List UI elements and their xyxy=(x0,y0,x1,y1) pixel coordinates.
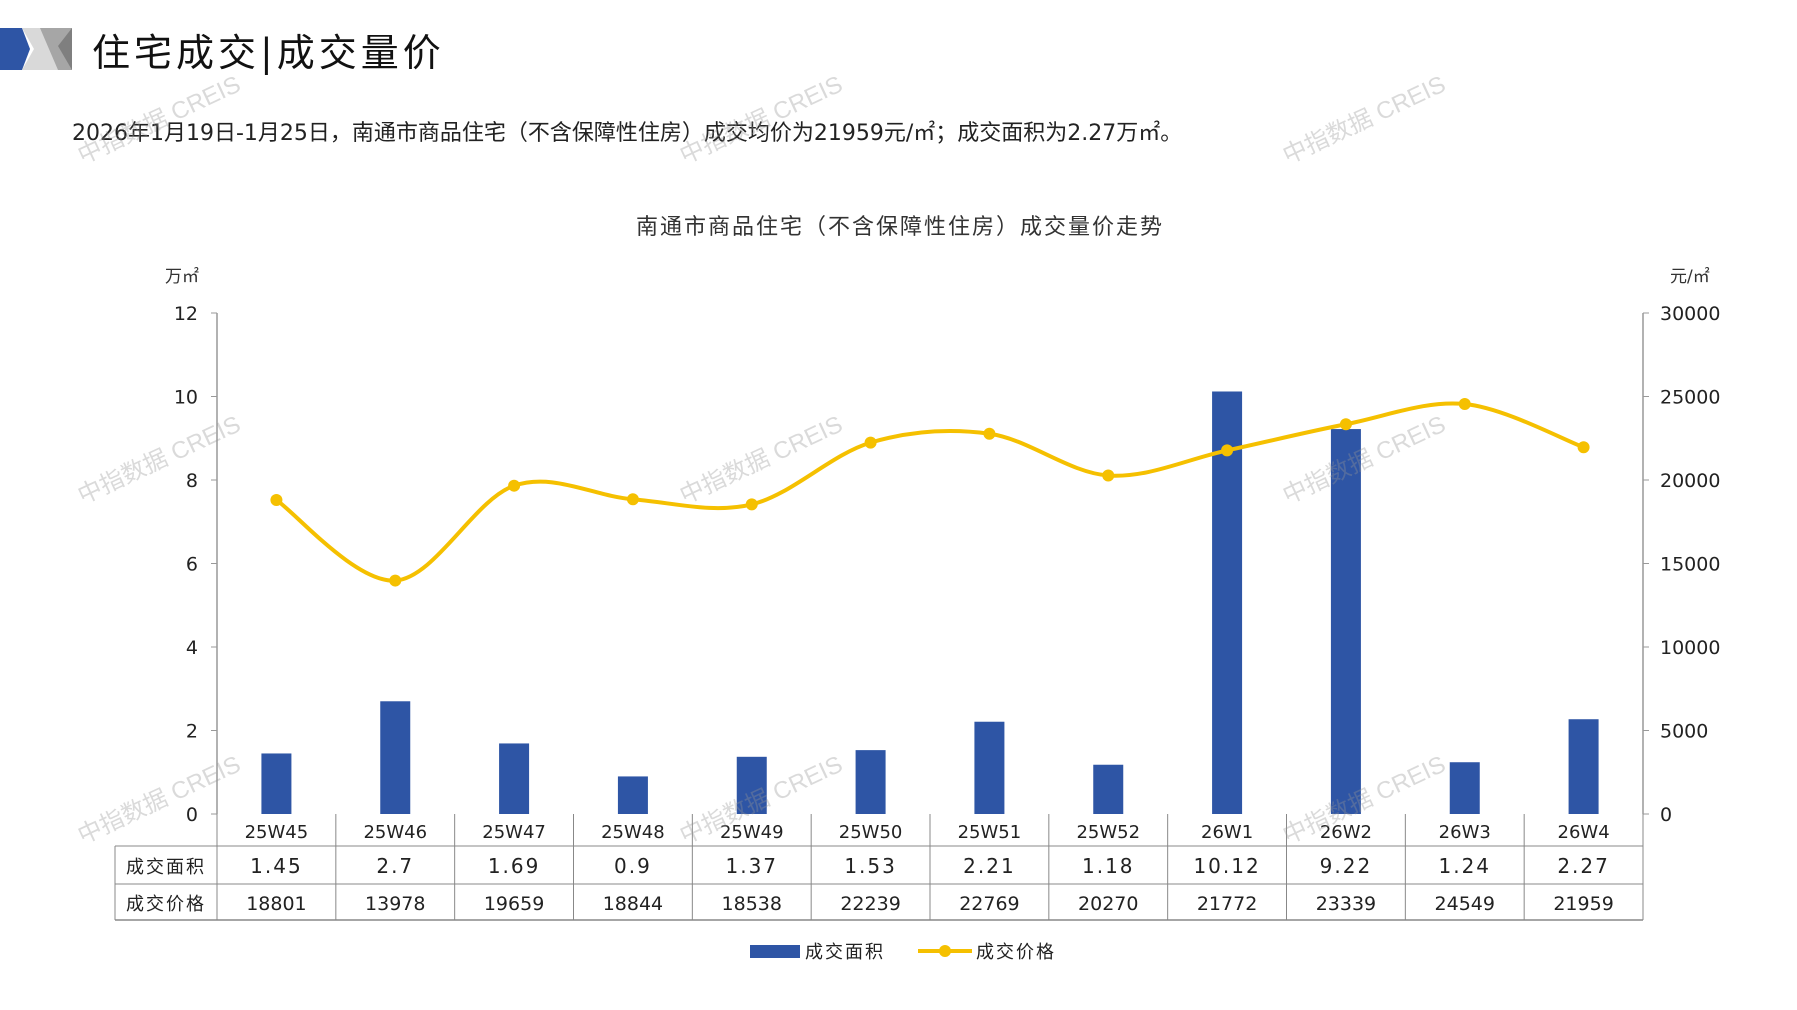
category-label: 26W2 xyxy=(1320,822,1372,843)
area-value: 1.18 xyxy=(1082,854,1135,878)
bar-25W51 xyxy=(974,721,1005,814)
price-value: 21959 xyxy=(1553,893,1613,915)
category-label: 25W49 xyxy=(720,822,784,843)
left-axis-unit: 万㎡ xyxy=(165,267,199,287)
price-point-26W1 xyxy=(1221,444,1234,457)
right-tick-label: 30000 xyxy=(1660,303,1720,325)
price-point-25W47 xyxy=(508,479,521,492)
price-value: 18801 xyxy=(246,893,306,915)
bar-26W3 xyxy=(1449,762,1480,814)
price-value: 19659 xyxy=(484,893,544,915)
area-value: 2.21 xyxy=(963,854,1016,878)
category-label: 26W4 xyxy=(1558,822,1610,843)
area-value: 0.9 xyxy=(614,854,652,878)
price-value: 22769 xyxy=(959,893,1019,915)
price-point-25W48 xyxy=(626,493,639,506)
price-line xyxy=(275,401,1585,583)
bar-26W2 xyxy=(1330,429,1361,814)
price-point-25W49 xyxy=(745,498,758,511)
bar-25W46 xyxy=(380,701,411,814)
area-value: 9.22 xyxy=(1320,854,1373,878)
category-label: 25W48 xyxy=(601,822,665,843)
right-tick-label: 25000 xyxy=(1660,387,1720,409)
legend-bar-label: 成交面积 xyxy=(805,942,885,963)
bar-25W52 xyxy=(1093,764,1124,814)
legend-line-label: 成交价格 xyxy=(976,942,1056,963)
area-value: 1.37 xyxy=(725,854,778,878)
left-tick-label: 12 xyxy=(174,303,198,325)
price-point-26W4 xyxy=(1577,441,1590,454)
bar-25W49 xyxy=(736,756,767,814)
price-value: 18538 xyxy=(722,893,782,915)
price-point-25W46 xyxy=(389,574,402,587)
category-label: 25W51 xyxy=(958,822,1022,843)
price-value: 20270 xyxy=(1078,893,1138,915)
right-tick-label: 0 xyxy=(1660,804,1672,826)
page-subtitle: 2026年1月19日-1月25日，南通市商品住宅（不含保障性住房）成交均价为21… xyxy=(72,121,1183,146)
area-value: 1.53 xyxy=(844,854,897,878)
bar-25W47 xyxy=(499,743,530,814)
legend-bar-swatch xyxy=(750,945,800,958)
chart-title: 南通市商品住宅（不含保障性住房）成交量价走势 xyxy=(636,215,1164,240)
header-logo xyxy=(0,28,72,70)
category-label: 25W52 xyxy=(1076,822,1140,843)
bar-26W4 xyxy=(1568,719,1599,814)
category-label: 26W3 xyxy=(1439,822,1491,843)
price-point-26W2 xyxy=(1339,418,1352,431)
bar-25W45 xyxy=(261,753,292,814)
right-tick-label: 20000 xyxy=(1660,470,1720,492)
price-point-25W52 xyxy=(1102,469,1115,482)
area-value: 10.12 xyxy=(1193,854,1260,878)
price-value: 13978 xyxy=(365,893,425,915)
price-point-25W51 xyxy=(983,427,996,440)
price-value: 22239 xyxy=(840,893,900,915)
price-point-25W45 xyxy=(270,494,283,507)
price-point-25W50 xyxy=(864,436,877,449)
left-tick-label: 8 xyxy=(186,470,198,492)
right-axis-unit: 元/㎡ xyxy=(1670,267,1710,287)
bar-25W50 xyxy=(855,750,886,814)
left-tick-label: 4 xyxy=(186,637,198,659)
left-tick-label: 10 xyxy=(174,387,198,409)
bar-26W1 xyxy=(1212,391,1243,814)
legend-line-marker xyxy=(939,945,951,957)
category-label: 25W50 xyxy=(839,822,903,843)
price-point-26W3 xyxy=(1458,398,1471,411)
area-value: 2.27 xyxy=(1557,854,1610,878)
left-tick-label: 0 xyxy=(186,804,198,826)
category-label: 25W45 xyxy=(245,822,309,843)
price-value: 21772 xyxy=(1197,893,1257,915)
left-tick-label: 6 xyxy=(186,554,198,576)
right-tick-label: 15000 xyxy=(1660,554,1720,576)
table-row-header: 成交面积 xyxy=(126,857,206,878)
bar-25W48 xyxy=(617,776,648,814)
page-title: 住宅成交|成交量价 xyxy=(92,31,445,75)
price-value: 24549 xyxy=(1435,893,1495,915)
table-row-header: 成交价格 xyxy=(126,894,206,915)
area-value: 1.45 xyxy=(250,854,303,878)
price-value: 18844 xyxy=(603,893,663,915)
category-label: 25W47 xyxy=(482,822,546,843)
area-value: 1.24 xyxy=(1438,854,1491,878)
area-value: 1.69 xyxy=(488,854,541,878)
left-tick-label: 2 xyxy=(186,721,198,743)
price-value: 23339 xyxy=(1316,893,1376,915)
category-label: 26W1 xyxy=(1201,822,1253,843)
right-tick-label: 10000 xyxy=(1660,637,1720,659)
category-label: 25W46 xyxy=(363,822,427,843)
right-tick-label: 5000 xyxy=(1660,721,1708,743)
area-value: 2.7 xyxy=(376,854,414,878)
